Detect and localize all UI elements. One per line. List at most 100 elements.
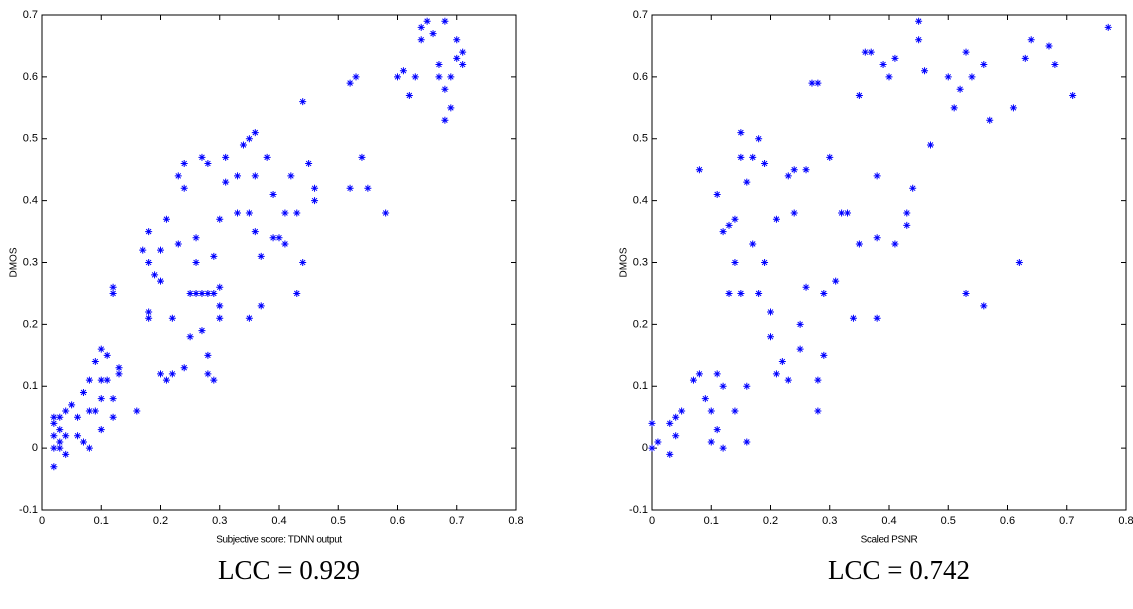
data-point xyxy=(257,252,265,260)
data-point xyxy=(459,48,467,56)
data-point xyxy=(838,209,846,217)
data-point xyxy=(257,302,265,310)
y-tick-label: 0 xyxy=(642,442,648,454)
y-tick-label: 0.5 xyxy=(23,133,38,145)
data-point xyxy=(97,426,105,434)
data-point xyxy=(707,438,715,446)
data-point xyxy=(844,209,852,217)
data-point xyxy=(719,382,727,390)
data-point xyxy=(447,104,455,112)
annotation: LCC = 0.929 xyxy=(218,555,360,585)
data-point xyxy=(921,67,929,75)
data-point xyxy=(666,450,674,458)
data-point xyxy=(91,358,99,365)
data-point xyxy=(459,61,467,68)
data-point xyxy=(713,190,721,198)
data-point xyxy=(849,314,857,322)
plot-frame xyxy=(651,14,1127,511)
data-point xyxy=(707,407,715,415)
data-point xyxy=(198,153,206,161)
x-tick-label: 0.4 xyxy=(881,515,896,527)
data-point xyxy=(749,240,757,248)
data-point xyxy=(802,283,810,291)
data-point xyxy=(678,407,686,415)
data-point xyxy=(808,79,816,87)
data-point xyxy=(435,73,443,81)
plot-frame xyxy=(41,14,517,511)
data-point xyxy=(74,413,82,421)
data-point xyxy=(50,444,58,452)
data-point xyxy=(186,289,194,297)
data-point xyxy=(216,302,224,310)
data-point xyxy=(157,246,164,254)
data-point xyxy=(204,289,212,297)
data-point xyxy=(352,73,360,81)
data-point xyxy=(435,61,443,68)
data-point xyxy=(832,277,840,285)
data-point xyxy=(814,407,822,415)
data-point xyxy=(399,67,407,75)
data-point xyxy=(68,401,76,409)
data-point xyxy=(867,48,875,56)
data-point xyxy=(695,370,703,378)
x-tick-label: 0.5 xyxy=(331,515,346,527)
data-point xyxy=(1045,42,1053,50)
data-point xyxy=(216,314,224,322)
data-point xyxy=(980,61,988,68)
y-tick-label: 0.2 xyxy=(633,318,648,330)
data-point xyxy=(1021,54,1029,62)
data-point xyxy=(145,314,153,322)
data-point xyxy=(56,426,64,434)
data-point xyxy=(210,252,218,260)
data-point xyxy=(133,407,141,415)
x-tick-label: 0.8 xyxy=(508,515,523,527)
data-point xyxy=(820,351,828,359)
data-point xyxy=(157,277,164,285)
x-tick-label: 0 xyxy=(39,515,45,527)
y-tick-label: 0.6 xyxy=(23,71,38,83)
data-point xyxy=(956,85,964,93)
data-point xyxy=(269,190,277,198)
data-point xyxy=(275,234,283,242)
data-point xyxy=(737,153,745,161)
data-point xyxy=(234,209,242,217)
y-axis-label: DMOS xyxy=(619,247,630,277)
data-point xyxy=(731,215,739,223)
data-point xyxy=(695,166,703,174)
data-point xyxy=(1069,91,1077,99)
data-point xyxy=(364,184,372,192)
data-point xyxy=(85,444,93,452)
data-point xyxy=(755,135,763,143)
data-point xyxy=(731,407,739,415)
data-point xyxy=(654,438,662,446)
data-point xyxy=(826,153,834,161)
data-point xyxy=(180,160,188,167)
data-point xyxy=(962,48,970,56)
data-point xyxy=(216,215,224,223)
y-tick-label: 0.1 xyxy=(23,380,38,392)
x-tick-label: 0.4 xyxy=(271,515,286,527)
x-tick-label: 0.6 xyxy=(1000,515,1015,527)
data-point xyxy=(814,376,822,384)
data-point xyxy=(891,54,899,62)
data-point xyxy=(346,184,354,192)
data-point xyxy=(115,370,123,378)
data-point xyxy=(1051,61,1059,68)
data-point xyxy=(1104,23,1112,31)
data-point xyxy=(968,73,976,81)
data-point xyxy=(109,395,117,403)
y-tick-label: 0.3 xyxy=(23,256,38,268)
data-point xyxy=(210,289,218,297)
data-point xyxy=(778,358,786,365)
data-point xyxy=(666,419,674,427)
y-tick-label: 0.6 xyxy=(633,71,648,83)
data-point xyxy=(85,407,93,415)
data-point xyxy=(743,382,751,390)
data-point xyxy=(180,364,188,372)
x-tick-label: 0.3 xyxy=(822,515,837,527)
data-point xyxy=(109,283,117,291)
data-point xyxy=(109,289,117,297)
data-point xyxy=(689,376,697,384)
data-point xyxy=(725,221,733,229)
data-point xyxy=(719,444,727,452)
